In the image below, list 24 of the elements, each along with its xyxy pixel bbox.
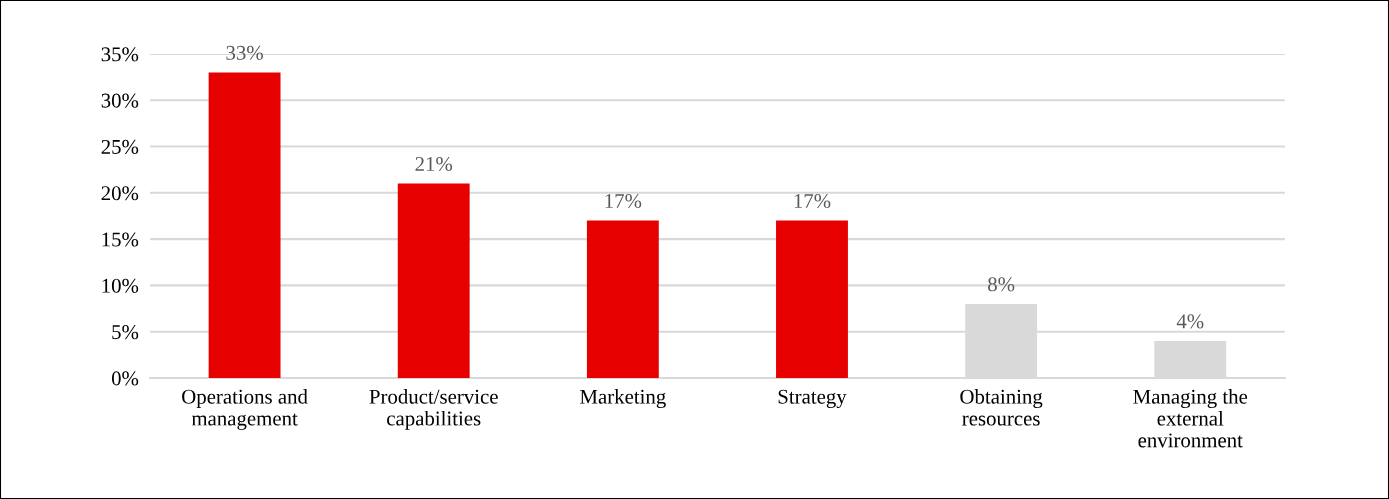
y-tick-label: 20% (101, 186, 139, 201)
data-label: 21% (415, 156, 453, 172)
y-tick-label: 15% (102, 232, 139, 247)
y-tick-label: 30% (101, 93, 139, 108)
x-tick-label: Strategy (778, 389, 847, 408)
y-tick-label: 10% (102, 278, 139, 293)
y-tick-label: 25% (101, 139, 139, 154)
bar (208, 72, 281, 378)
y-tick-label: 0% (111, 371, 139, 386)
data-label: 8% (988, 277, 1015, 292)
data-label: 17% (605, 193, 642, 209)
y-tick-label: 5% (112, 325, 139, 340)
x-tick-label: Marketing (580, 389, 666, 409)
bar (586, 220, 659, 378)
x-tick-label: Product/service capabilities (369, 389, 498, 430)
bar (776, 220, 848, 378)
y-tick-label: 35% (101, 47, 139, 62)
x-tick-label: Operations and management (182, 389, 308, 430)
x-tick-label: Managing the external environment (1133, 389, 1248, 448)
data-label: 17% (794, 193, 831, 209)
x-tick-label: Obtaining resources (960, 389, 1043, 426)
data-label: 4% (1176, 314, 1204, 329)
bar (397, 183, 470, 378)
data-label: 33% (226, 45, 263, 60)
